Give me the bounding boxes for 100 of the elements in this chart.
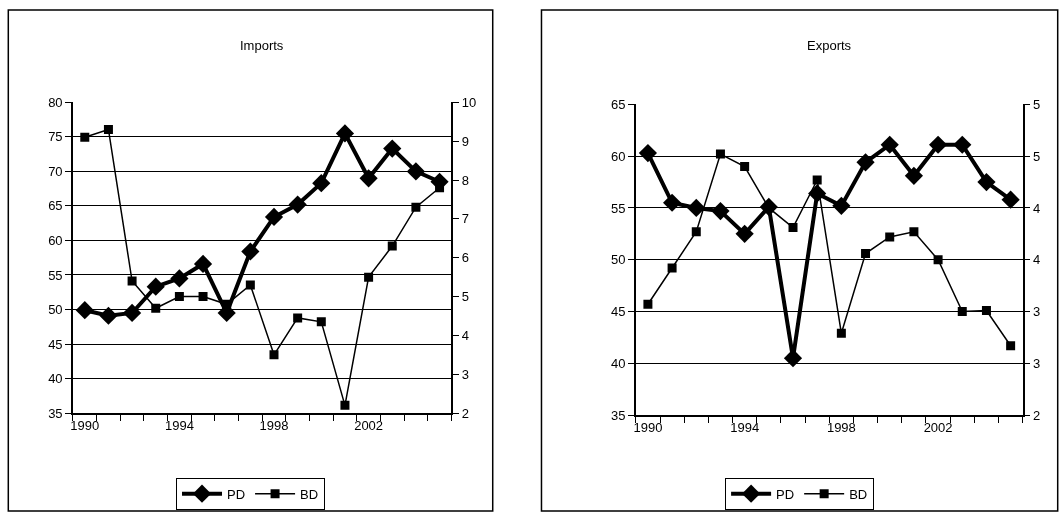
chart-title: Exports [807,38,852,53]
point [335,124,355,143]
point [981,306,991,315]
point [861,249,871,259]
point [662,193,682,212]
y2-tick-label: 2 [1033,407,1041,423]
y-tick-label: 45 [48,336,63,352]
chart-title: Imports [240,38,284,53]
y-tick-label: 60 [48,233,63,248]
point [364,272,374,282]
y-tick-label: 55 [611,200,626,216]
point [406,162,425,181]
y2-tick-label: 5 [461,289,469,305]
legend-label: PD [227,486,246,502]
y-tick-label: 55 [48,267,63,283]
y-tick-label: 35 [611,407,626,423]
point [316,317,326,327]
point [928,135,948,154]
point [241,242,260,261]
legend-label: BD [849,486,868,502]
point [1006,341,1016,351]
x-tick-label: 2002 [923,420,953,436]
point [667,263,677,273]
point [80,132,90,142]
point [222,299,232,309]
y2-tick-label: 3 [1033,355,1041,371]
point [245,280,255,290]
y2-tick-label: 7 [461,211,469,227]
y-tick-label: 40 [611,355,626,371]
y2-tick-label: 8 [461,172,469,188]
x-tick-label: 1990 [70,418,100,434]
point [99,306,118,325]
point [1001,190,1020,209]
legend-label: BD [300,486,319,502]
point [812,175,822,185]
point [885,232,895,242]
y2-tick-label: 6 [461,250,469,266]
y2-tick-label: 4 [1033,252,1041,268]
point [715,149,725,159]
y-tick-label: 35 [48,405,63,421]
point [909,227,919,237]
y2-tick-label: 3 [461,366,469,382]
x-tick-label: 1998 [259,418,289,434]
point [411,202,421,212]
x-tick-label: 2002 [354,418,384,434]
point [832,196,851,215]
point [387,241,397,251]
point [359,169,378,188]
y2-tick-label: 10 [461,94,477,110]
point [383,139,402,158]
point [856,153,875,172]
point [198,292,208,302]
point [151,303,161,313]
point [933,255,943,265]
point [122,303,142,323]
point [977,172,996,192]
x-tick-label: 1994 [164,418,194,434]
point [836,328,846,338]
point [740,162,750,171]
point [783,349,803,368]
point [643,299,653,309]
x-tick-label: 1998 [826,420,856,436]
point [269,350,279,360]
point [170,269,189,288]
x-tick-label: 1990 [633,420,663,436]
y2-tick-label: 3 [1033,304,1041,320]
y2-tick-label: 9 [461,133,469,149]
y-tick-label: 80 [48,94,63,110]
point [788,223,798,233]
point [293,313,303,323]
point [711,201,730,221]
legend-label: PD [776,486,795,502]
x-tick-label: 1994 [730,420,760,436]
point [174,292,184,302]
point [880,135,899,154]
point [687,198,706,218]
y-tick-label: 65 [48,198,63,214]
point [288,195,307,214]
point [193,254,213,274]
y-tick-label: 60 [611,148,626,164]
point [735,224,754,243]
point [904,166,923,185]
point [75,301,94,320]
y2-tick-label: 4 [461,327,469,343]
y2-tick-label: 5 [1033,96,1041,112]
point [264,207,284,227]
y2-tick-label: 2 [461,405,469,421]
point [953,135,972,154]
y2-tick-label: 5 [1033,148,1041,164]
y-tick-label: 40 [48,371,63,387]
point [103,125,113,135]
point [127,276,137,286]
y-tick-label: 45 [611,304,626,320]
point [146,277,165,296]
y-tick-label: 75 [48,129,63,145]
y2-tick-label: 4 [1033,200,1041,216]
point [638,143,658,163]
point [312,174,331,193]
point [340,400,350,410]
y-tick-label: 50 [48,302,63,318]
